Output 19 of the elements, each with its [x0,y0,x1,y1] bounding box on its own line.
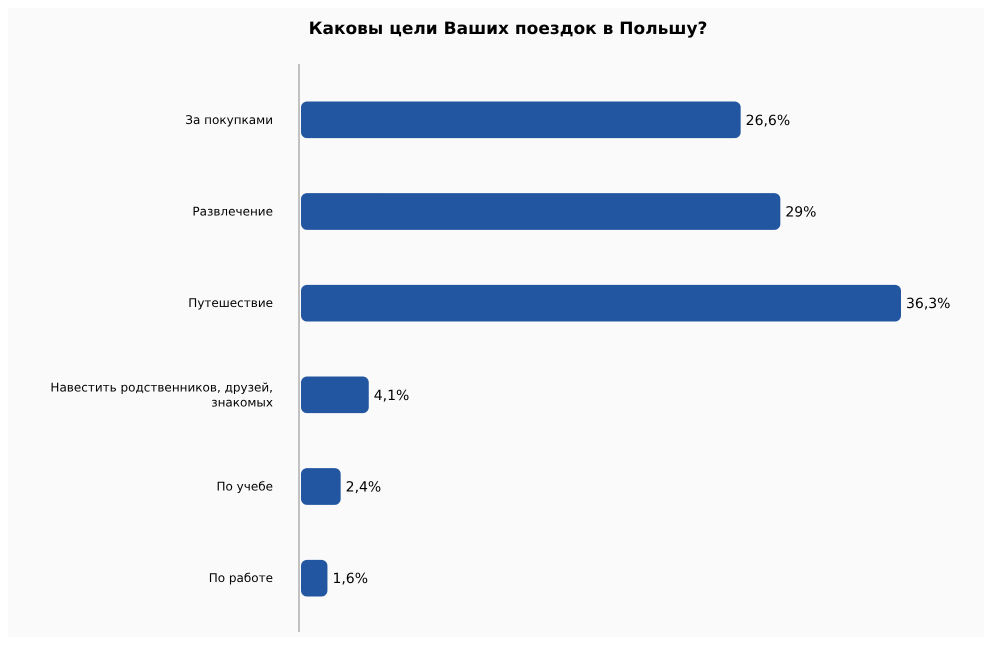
y-tick-label: Развлечение [192,204,273,218]
bar [301,102,741,138]
bar [301,284,901,322]
data-label: 2,4% [346,480,382,496]
data-label: 4,1% [374,388,410,404]
chart-title: Каковы цели Ваших поездок в Польшу? [308,19,708,39]
data-label: 29% [785,204,816,220]
y-tick-label: По учебе [216,480,273,494]
y-tick-label: За покупками [185,112,273,127]
y-tick-label: Путешествие [188,296,273,310]
data-label: 1,6% [332,571,368,588]
data-label: 26,6% [746,112,790,129]
y-tick-label: Навестить родственников, друзей, знакомых [50,380,273,410]
bar [301,376,369,414]
y-tick-label: По работе [208,571,273,586]
bar [301,468,341,505]
data-label: 36,3% [906,296,950,312]
bar [301,193,780,230]
bar [301,560,328,596]
